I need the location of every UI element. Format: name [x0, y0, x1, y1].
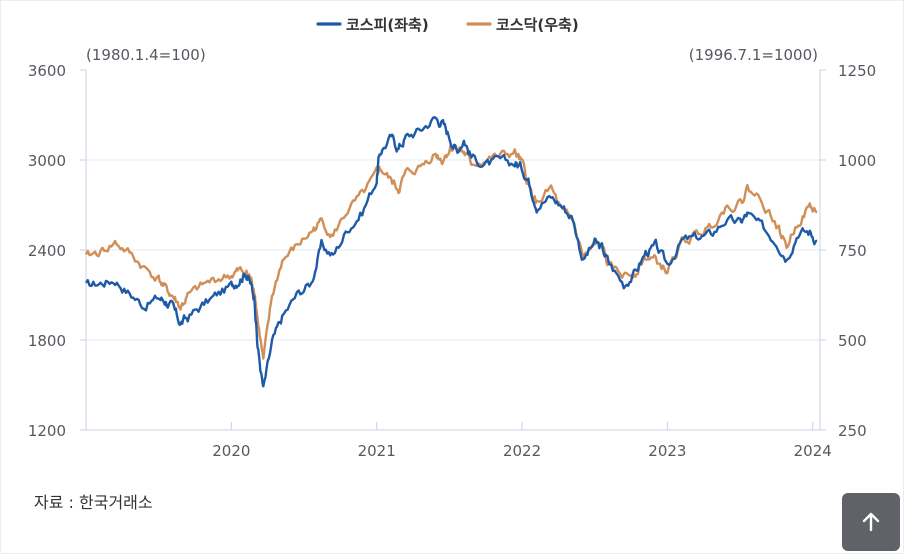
right-tick-label: 1000 — [838, 152, 876, 170]
right-axis-note: (1996.7.1=1000) — [689, 46, 818, 64]
scroll-to-top-button[interactable] — [842, 493, 900, 551]
x-tick-label: 2021 — [358, 442, 396, 460]
right-tick-label: 500 — [838, 332, 867, 350]
x-tick-label: 2022 — [503, 442, 541, 460]
gridlines — [86, 159, 820, 341]
legend-label: 코스닥(우축) — [496, 16, 579, 34]
legend-item: 코스피(좌축) — [316, 16, 429, 34]
left-tick-label: 1800 — [28, 332, 66, 350]
kospi-series-line — [85, 116, 818, 388]
left-axis-note: (1980.1.4=100) — [86, 46, 206, 64]
legend-label: 코스피(좌축) — [346, 16, 429, 34]
arrow-up-icon — [862, 512, 880, 532]
legend: 코스피(좌축) 코스닥(우축) — [316, 16, 579, 34]
chart: 3600 3000 2400 1800 1200 1250 1000 750 500 250 202… — [28, 16, 876, 460]
right-tick-label: 750 — [838, 242, 867, 260]
x-tick-label: 2020 — [212, 442, 250, 460]
right-tick-label: 1250 — [838, 62, 876, 80]
x-tick-label: 2023 — [648, 442, 686, 460]
left-tick-label: 1200 — [28, 422, 66, 440]
series — [84, 116, 818, 388]
legend-item: 코스닥(우축) — [466, 16, 579, 34]
right-tick-label: 250 — [838, 422, 867, 440]
x-tick-label: 2024 — [794, 442, 832, 460]
axes: 3600 3000 2400 1800 1200 1250 1000 750 500 250 202… — [28, 62, 876, 460]
left-tick-label: 3000 — [28, 152, 66, 170]
left-tick-label: 2400 — [28, 242, 66, 260]
kosdaq-series-line — [84, 143, 818, 360]
left-tick-label: 3600 — [28, 62, 66, 80]
source-note: 자료 : 한국거래소 — [34, 493, 153, 512]
